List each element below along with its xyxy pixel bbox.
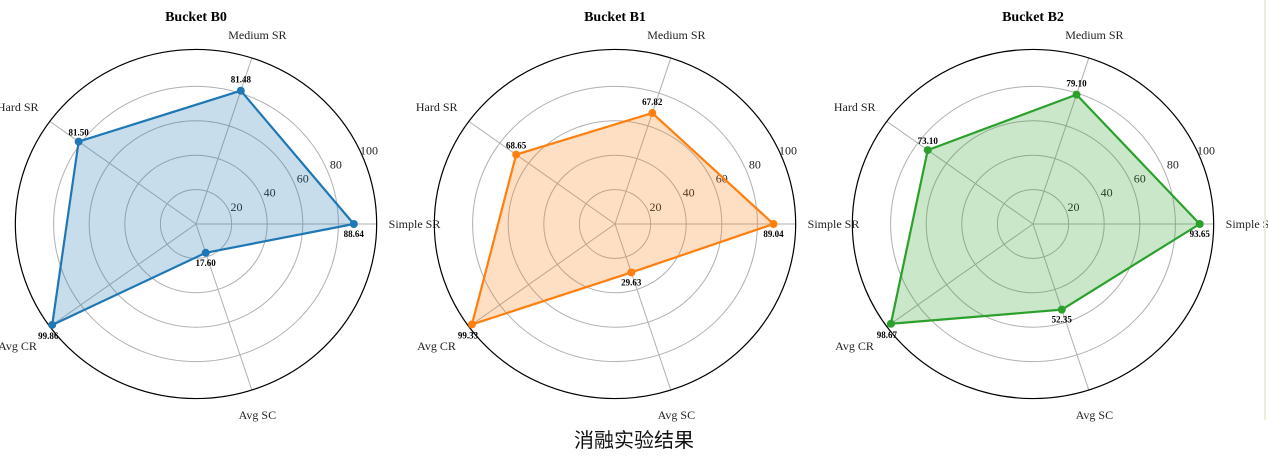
value-label: 79.10 — [1066, 79, 1087, 89]
radar-chart-2: Bucket B2 20 40 60 80 100 93.65 79.10 73.10 98.67… — [834, 10, 1268, 422]
rtick-label: 40 — [683, 186, 695, 200]
value-label: 67.82 — [642, 97, 663, 107]
outer-frame — [433, 48, 797, 400]
axis-label: Avg SC — [239, 408, 276, 422]
axis-label: Simple SR — [1226, 217, 1268, 231]
axis-spoke — [614, 57, 672, 225]
data-point-hard-sr — [74, 137, 83, 146]
axis-label: Hard SR — [416, 100, 458, 114]
data-point-avg-cr — [467, 320, 476, 329]
value-label: 73.10 — [918, 136, 939, 146]
data-point-hard-sr — [512, 150, 521, 159]
series-area — [889, 93, 1201, 325]
outer-frame — [851, 48, 1215, 400]
axis-spoke — [886, 120, 1034, 225]
value-label: 17.60 — [196, 258, 217, 268]
value-label: 89.04 — [763, 229, 784, 239]
data-point-simple-sr — [1195, 220, 1204, 228]
axis-label: Avg CR — [417, 339, 456, 353]
rtick-label: 100 — [360, 144, 378, 158]
radar-chart-1: Bucket B12040608010089.0467.8268.6599.33… — [416, 10, 860, 422]
value-label: 52.35 — [1052, 315, 1073, 325]
data-point-avg-sc — [1057, 305, 1066, 314]
rtick-label: 40 — [1101, 186, 1113, 200]
axis-label: Hard SR — [834, 100, 876, 114]
radar-chart-0: Bucket B0 20 40 60 80 100 88.64 81.48 81.50 99.86… — [0, 10, 440, 422]
edge-line — [1264, 0, 1266, 420]
axis-label: Avg CR — [0, 339, 37, 353]
rtick-label: 40 — [264, 186, 276, 200]
value-label: 99.86 — [38, 331, 59, 341]
value-label: 99.33 — [458, 330, 479, 340]
rtick-label: 80 — [1167, 158, 1179, 172]
data-point-simple-sr — [349, 220, 358, 228]
value-label: 68.65 — [506, 141, 527, 151]
series-area — [470, 111, 775, 326]
data-point-avg-cr — [886, 319, 895, 328]
axis-label: Simple SR — [389, 217, 441, 231]
axis-spoke — [1032, 57, 1090, 225]
rtick-label: 100 — [1197, 144, 1215, 158]
rtick-label: 60 — [1134, 172, 1146, 186]
axis-label: Avg SC — [658, 408, 695, 422]
chart-title: Bucket B0 — [165, 10, 227, 25]
axis-spoke — [468, 120, 616, 225]
rtick-label: 80 — [749, 158, 761, 172]
rtick-label: 20 — [1068, 200, 1080, 214]
data-point-medium-sr — [1072, 90, 1081, 99]
data-point-avg-sc — [201, 248, 210, 257]
rtick-label: 80 — [330, 158, 342, 172]
value-label: 81.48 — [231, 75, 252, 85]
rtick-label: 20 — [231, 200, 243, 214]
rtick-label: 20 — [650, 200, 662, 214]
series-area — [51, 89, 355, 327]
value-label: 88.64 — [344, 229, 365, 239]
value-label: 98.67 — [877, 330, 898, 340]
outer-frame — [14, 48, 378, 400]
axis-label: Hard SR — [0, 100, 39, 114]
data-point-avg-cr — [48, 320, 57, 329]
value-label: 93.65 — [1190, 229, 1211, 239]
axis-spoke — [49, 120, 197, 225]
data-point-hard-sr — [923, 146, 932, 155]
rtick-label: 60 — [297, 172, 309, 186]
value-label: 81.50 — [69, 128, 90, 138]
axis-label: Medium SR — [647, 28, 705, 42]
data-point-simple-sr — [769, 220, 778, 228]
figure-caption: 消融实验结果 — [574, 428, 694, 452]
chart-title: Bucket B2 — [1002, 10, 1064, 25]
data-point-medium-sr — [236, 86, 245, 95]
axis-spoke — [886, 223, 1034, 328]
axis-spoke — [49, 223, 197, 328]
axis-label: Medium SR — [228, 28, 286, 42]
data-point-medium-sr — [648, 109, 657, 118]
axis-spoke — [195, 57, 253, 225]
axis-spoke — [614, 223, 672, 391]
axis-label: Simple SR — [808, 217, 860, 231]
axis-label: Medium SR — [1065, 28, 1123, 42]
chart-title: Bucket B1 — [584, 10, 646, 25]
data-point-avg-sc — [627, 268, 636, 277]
axis-label: Avg SC — [1076, 408, 1113, 422]
rtick-label: 100 — [779, 144, 797, 158]
axis-label: Avg CR — [835, 339, 874, 353]
axis-spoke — [468, 223, 616, 328]
value-label: 29.63 — [621, 277, 642, 287]
